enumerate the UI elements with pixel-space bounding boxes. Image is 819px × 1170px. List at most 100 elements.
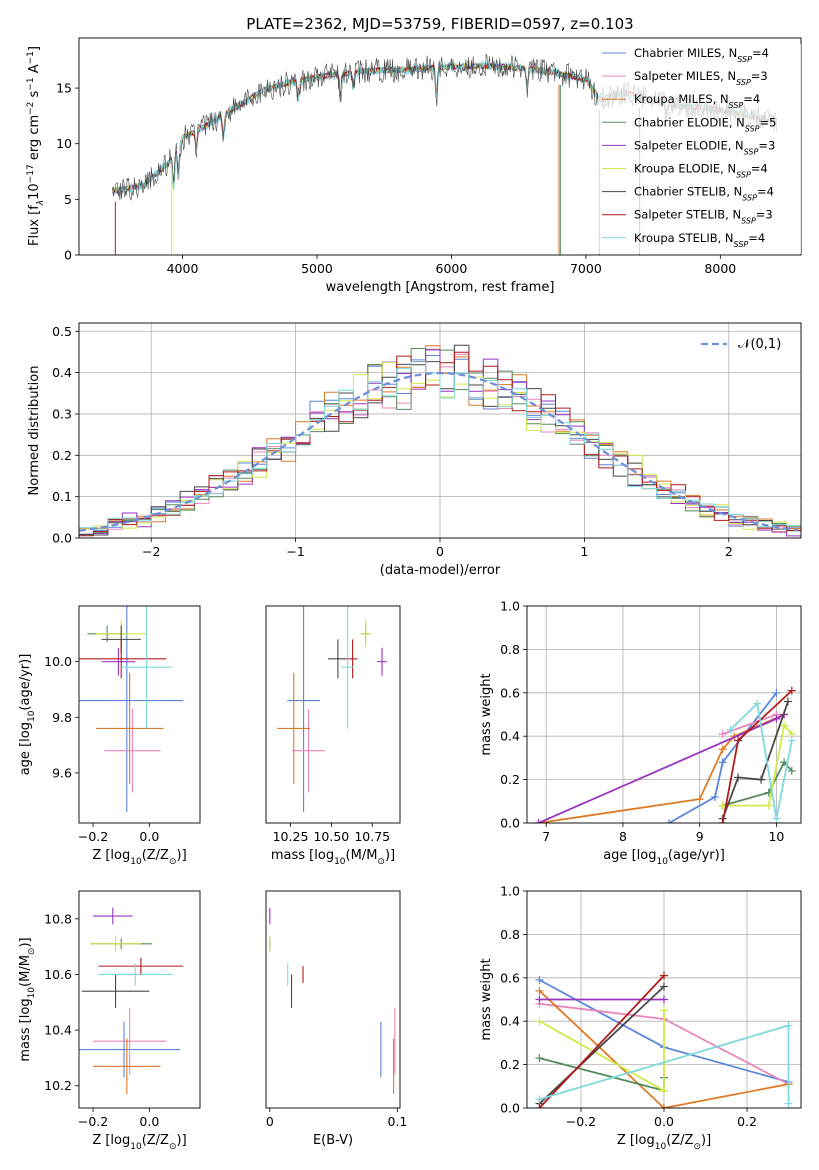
tick-label-y: 0.1 <box>52 489 72 504</box>
legend-sub: SSP <box>745 124 760 133</box>
label-part: mass weight <box>479 958 494 1040</box>
legend-sub: SSP <box>742 193 757 202</box>
label-part: −1 <box>26 51 36 64</box>
mass-weight-marker-4 <box>660 995 668 1004</box>
tick-label-y: 0.4 <box>500 729 520 744</box>
label-part: 10 <box>27 710 37 722</box>
label-part: 10 <box>130 857 142 867</box>
tick-label-y: 10.4 <box>44 1023 72 1038</box>
y-axis-label: age [log10(age/yr)] <box>18 654 37 776</box>
label-part: age [log <box>18 722 33 775</box>
tick-label-x: 7 <box>542 829 550 844</box>
mass-weight-series-3 <box>722 760 793 807</box>
legend-name: Salpeter STELIB, N <box>634 208 741 222</box>
tick-label-y: 10.2 <box>44 1078 72 1093</box>
residual-panel: −2 −1 0 1 2 0.0 0.1 0.2 0.3 0.4 0.5 (data-model)/er… <box>27 322 802 578</box>
tick-label-y: 0.6 <box>500 685 520 700</box>
histogram-series-6 <box>79 344 801 538</box>
mass-weight-marker-0 <box>535 975 544 984</box>
label-part: erg cm <box>27 115 42 164</box>
label-part: )] <box>18 937 33 947</box>
mass-weight-marker-6 <box>757 775 766 784</box>
legend-label-6: Chabrier STELIB, NSSP=4 <box>634 185 774 203</box>
mass-weight-marker-6 <box>660 982 668 991</box>
tick-label-y: 1.0 <box>500 884 520 899</box>
tick-label-x: 0.1 <box>388 1114 408 1129</box>
label-part: ] <box>27 46 42 51</box>
legend-name: Kroupa ELODIE, N <box>634 162 736 176</box>
tick-label-x: 10.50 <box>313 829 349 844</box>
tick-label-x: 0.0 <box>654 1114 674 1129</box>
label-part: (Z/Z <box>142 848 169 863</box>
label-part: mass weight <box>479 673 494 755</box>
mass-weight-series-2 <box>538 990 789 1108</box>
legend-name: Salpeter ELODIE, N <box>634 138 744 152</box>
label-part: (Z/Z <box>666 1133 693 1148</box>
tick-label-y: 9.8 <box>52 710 72 725</box>
tick-label-x: 10 <box>768 829 784 844</box>
label-part: )] <box>701 1133 711 1148</box>
label-part: 10 <box>334 857 346 867</box>
x-axis-label: Z [log10(Z/Z⊙)] <box>617 1133 711 1152</box>
tick-label-x: 8 <box>619 829 627 844</box>
mass-weight-marker-5 <box>535 1017 544 1026</box>
tick-label-y: 15 <box>56 81 72 96</box>
mass-weight-series-5 <box>722 723 793 807</box>
tick-label-y: 9.6 <box>52 765 72 780</box>
legend-name: Salpeter MILES, N <box>634 69 736 83</box>
label-part: Normed distribution <box>27 366 42 496</box>
tick-label-y: 0.8 <box>500 927 520 942</box>
mass-weight-marker-5 <box>660 1086 668 1095</box>
legend-sub: SSP <box>736 78 751 87</box>
legend-post: =4 <box>752 46 769 60</box>
tick-label-x: −2 <box>142 544 160 559</box>
plot-area <box>534 686 796 823</box>
label-part: 10 <box>27 987 37 999</box>
legend-name: Kroupa MILES, N <box>634 92 729 106</box>
axes-frame <box>526 605 802 824</box>
label-part: 10 <box>27 183 42 200</box>
mass-weight-marker-8 <box>784 1099 793 1108</box>
tick-label-y: 0.0 <box>500 1101 520 1116</box>
mass-weight-marker-7 <box>734 736 743 745</box>
label-part: 10 <box>655 1142 667 1152</box>
axes-frame <box>265 890 401 1109</box>
tick-label-x: 0 <box>436 544 444 559</box>
label-part: −2 <box>26 102 36 115</box>
mass-vs-ebv-panel: 0 0.1 E(B-V) <box>265 890 408 1148</box>
mass-weight-marker-1 <box>718 730 727 739</box>
mass-weight-marker-8 <box>772 814 781 823</box>
label-part: −17 <box>26 164 36 183</box>
mass-weight-series-8 <box>729 701 793 819</box>
legend-sub: SSP <box>736 170 751 179</box>
mass-weight-marker-5 <box>764 801 773 810</box>
plot-area <box>79 344 801 538</box>
label-part: (Z/Z <box>142 1133 169 1148</box>
chart-title: PLATE=2362, MJD=53759, FIBERID=0597, z=0… <box>246 15 633 33</box>
tick-label-x: 9 <box>696 829 704 844</box>
legend-name: Chabrier STELIB, N <box>634 185 742 199</box>
tick-label-x: −0.2 <box>78 829 108 844</box>
label-part: wavelength [Angstrom, rest frame] <box>326 280 555 295</box>
tick-label-x: 6000 <box>436 261 468 276</box>
tick-label-y: 5 <box>64 192 72 207</box>
legend-post: =3 <box>751 69 768 83</box>
legend-name: Chabrier ELODIE, N <box>634 115 745 129</box>
x-axis-label: Z [log10(Z/Z⊙)] <box>92 1133 186 1152</box>
legend-part: 𝒩(0,1) <box>738 337 781 352</box>
legend-label-4: Salpeter ELODIE, NSSP=3 <box>634 138 775 156</box>
tick-label-x: 2 <box>725 544 733 559</box>
tick-label-y: 10.6 <box>44 967 72 982</box>
tick-label-x: 0.0 <box>139 1114 159 1129</box>
mass-weight-marker-7 <box>535 1104 544 1108</box>
x-axis-label: wavelength [Angstrom, rest frame] <box>326 280 555 295</box>
y-axis-label: Normed distribution <box>27 366 42 496</box>
legend-post: =4 <box>743 92 760 106</box>
legend-label-8: Kroupa STELIB, NSSP=4 <box>634 231 765 249</box>
tick-label-x: 10.75 <box>354 829 390 844</box>
legend-label-5: Kroupa ELODIE, NSSP=4 <box>634 162 768 180</box>
x-axis-label: Z [log10(Z/Z⊙)] <box>92 848 186 867</box>
